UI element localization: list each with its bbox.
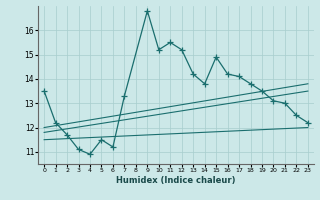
X-axis label: Humidex (Indice chaleur): Humidex (Indice chaleur) <box>116 176 236 185</box>
